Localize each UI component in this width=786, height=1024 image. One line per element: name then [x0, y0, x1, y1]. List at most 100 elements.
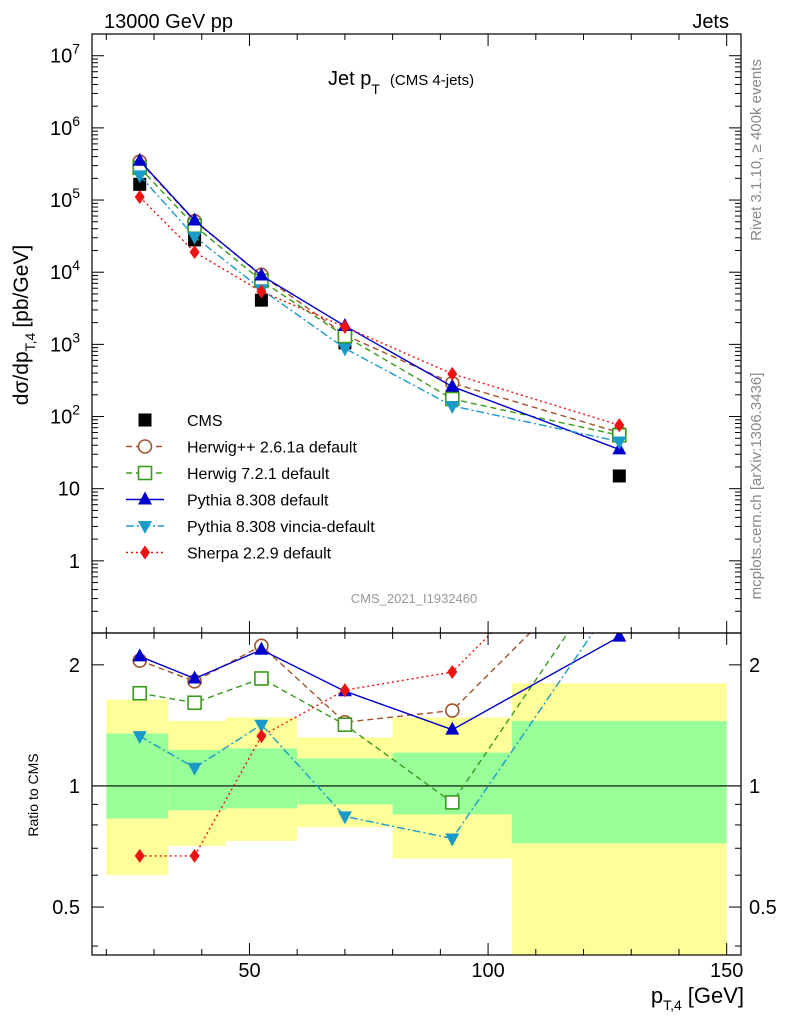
- main-y-tick-exponent: 4: [72, 257, 80, 273]
- main-point-cms: [133, 177, 147, 191]
- main-point-pythia: [187, 212, 202, 226]
- main-point-sherpa: [447, 366, 458, 381]
- x-tick-label: 150: [710, 960, 743, 982]
- ratio-point-sherpa: [189, 848, 200, 863]
- plot-title-main: Jet p: [328, 68, 371, 90]
- main-y-tick-label: 102: [50, 402, 80, 429]
- ratio-series-line-herwig7: [139, 633, 569, 804]
- main-point-cms: [612, 469, 626, 483]
- ratio-point-vincia: [445, 833, 460, 847]
- main-ylabel-sub: T,4: [22, 332, 38, 351]
- main-point-sherpa: [339, 319, 350, 334]
- ratio-point-herwig7: [187, 695, 202, 711]
- ratio-y-tick-label: 2: [69, 655, 80, 677]
- main-y-tick-exponent: 7: [72, 41, 80, 57]
- ratio-y-tick-label: 1: [69, 776, 80, 798]
- ratio-band-green: [106, 733, 169, 819]
- ratio-point-sherpa: [256, 729, 267, 744]
- main-series-line-pythia: [139, 160, 620, 451]
- main-point-sherpa: [614, 418, 625, 433]
- main-y-tick-exponent: 5: [72, 185, 80, 201]
- plot-title-extra: (CMS 4-jets): [390, 72, 474, 89]
- main-point-vincia: [612, 436, 627, 450]
- x-axis-label: pT,4 [GeV]: [651, 983, 744, 1013]
- ratio-point-pythia: [132, 648, 147, 662]
- main-y-tick-base: 10: [50, 190, 72, 212]
- x-tick-label: 50: [238, 960, 260, 982]
- main-point-pythia: [254, 267, 269, 281]
- main-y-tick-exponent: 2: [72, 402, 80, 418]
- ratio-point-vincia: [254, 719, 269, 733]
- main-plot-area: [132, 152, 627, 483]
- ratio-point-sherpa: [447, 664, 458, 679]
- x-tick-label: 100: [471, 960, 504, 982]
- xlabel-sub: T,4: [663, 997, 682, 1013]
- ratio-band-green: [225, 748, 298, 809]
- energy-label: 13000 GeV pp: [104, 11, 233, 33]
- ratio-series-line-sherpa: [139, 633, 493, 857]
- xlabel-unit: [GeV]: [688, 983, 744, 1008]
- main-y-tick-base: 10: [58, 479, 80, 501]
- main-point-pythia: [445, 378, 460, 392]
- main-ylabel-main: dσ/dp: [10, 351, 33, 405]
- main-y-tick-base: 10: [50, 118, 72, 140]
- main-frame: [91, 33, 742, 634]
- analysis-id: CMS_2021_I1932460: [351, 591, 478, 606]
- main-y-tick-label: 10: [58, 479, 80, 501]
- ratio-point-herwig7: [254, 671, 269, 686]
- ratio-series-line-pythia: [139, 636, 620, 731]
- main-point-vincia: [445, 400, 460, 414]
- legend-marker-vincia: [138, 521, 152, 534]
- ratio-point-vincia: [187, 762, 202, 776]
- main-y-tick-exponent: 3: [72, 329, 80, 345]
- main-series-line-sherpa: [139, 196, 620, 426]
- process-label: Jets: [692, 11, 729, 33]
- legend-label-herwigpp: Herwig++ 2.6.1a default: [187, 440, 357, 457]
- main-y-tick-label: 103: [50, 329, 80, 356]
- ratio-y-tick-label: 0.5: [52, 897, 80, 919]
- ratio-series-line-herwigpp: [139, 633, 531, 723]
- ratio-point-herwig7: [337, 717, 353, 732]
- main-series-line-herwig7: [139, 167, 620, 436]
- ratio-y-tick-label-right: 0.5: [749, 897, 777, 919]
- plot-title-sub: T: [371, 81, 380, 97]
- ratio-point-pythia: [445, 721, 460, 735]
- ratio-point-herwig7: [444, 795, 460, 810]
- ratio-point-sherpa: [339, 683, 350, 698]
- legend-marker-sherpa: [140, 545, 150, 560]
- ratio-y-axis-label: Ratio to CMS: [25, 753, 41, 836]
- xlabel-main: p: [651, 983, 663, 1008]
- legend-label-herwig7: Herwig 7.2.1 default: [187, 466, 330, 483]
- ratio-point-herwigpp: [444, 703, 460, 718]
- main-point-vincia: [337, 343, 352, 357]
- main-series-line-herwigpp: [139, 161, 620, 434]
- ratio-point-pythia: [254, 641, 269, 655]
- main-y-tick-base: 10: [50, 262, 72, 284]
- main-y-tick-exponent: 6: [72, 113, 80, 129]
- main-y-tick-base: 10: [50, 334, 72, 356]
- legend-marker-herwig7: [137, 465, 153, 481]
- mcplots-label: mcplots.cern.ch [arXiv:1306.3436]: [748, 373, 765, 600]
- ratio-point-vincia: [132, 731, 147, 745]
- ratio-point-herwig7: [132, 685, 148, 701]
- main-ylabel-unit: [pb/GeV]: [10, 245, 33, 328]
- ratio-frame: [91, 632, 742, 956]
- main-y-tick-label: 105: [50, 185, 80, 212]
- main-y-tick-label: 106: [50, 113, 80, 140]
- ratio-plot-area: [92, 633, 741, 955]
- legend-label-pythia: Pythia 8.308 default: [187, 493, 329, 510]
- main-y-tick-base: 1: [69, 551, 80, 573]
- main-point-vincia: [187, 231, 202, 245]
- plot-title: Jet pT (CMS 4-jets): [328, 68, 474, 97]
- main-point-sherpa: [256, 284, 267, 299]
- main-series-line-vincia: [139, 174, 620, 443]
- ratio-point-sherpa: [134, 848, 145, 863]
- main-y-axis-label: dσ/dpT,4 [pb/GeV]: [10, 245, 38, 405]
- main-point-sherpa: [134, 190, 145, 205]
- ratio-y-tick-label-right: 2: [749, 655, 760, 677]
- main-y-tick-base: 10: [50, 407, 72, 429]
- main-point-sherpa: [189, 245, 200, 260]
- legend-label-cms: CMS: [187, 413, 223, 430]
- ratio-band-green: [511, 721, 727, 844]
